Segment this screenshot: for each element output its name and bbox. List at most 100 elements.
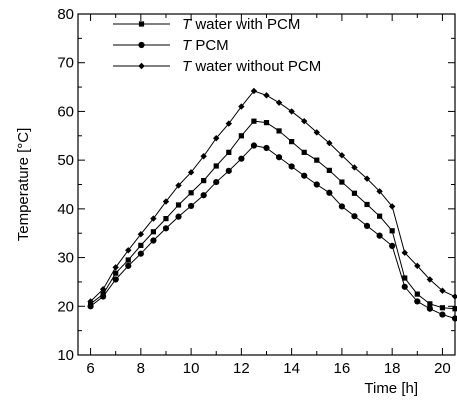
series-0 [87, 118, 457, 312]
data-point [162, 198, 170, 205]
data-point [313, 129, 320, 136]
data-point [414, 262, 421, 270]
x-tick-label: 8 [137, 360, 145, 377]
y-tick-label: 10 [57, 347, 74, 364]
data-point [87, 303, 94, 310]
data-point [401, 283, 408, 290]
data-point [339, 179, 345, 185]
series-line [90, 90, 456, 302]
data-point [188, 190, 194, 196]
data-point [377, 213, 383, 219]
data-point [99, 286, 107, 293]
x-tick-label: 6 [86, 360, 94, 377]
y-tick-label: 70 [57, 55, 74, 72]
x-axis-title: Time [h] [364, 380, 418, 397]
data-point [275, 154, 283, 161]
data-point [213, 178, 220, 186]
legend-item-1: T PCM [113, 37, 229, 54]
data-point [402, 275, 408, 281]
data-point [225, 167, 232, 174]
data-point [213, 163, 219, 169]
data-point [275, 99, 283, 106]
data-point [363, 222, 371, 230]
data-point [452, 306, 457, 312]
series-line [90, 120, 456, 310]
data-point [288, 108, 295, 115]
data-point [250, 142, 258, 149]
legend-label-italic: T [182, 16, 193, 33]
legend-label-rest: water with PCM [191, 16, 300, 33]
axes: 6 8 10 12 14 16 18 20 10 20 30 40 50 60 70 80 [57, 6, 456, 377]
data-point [112, 264, 119, 271]
data-point [326, 167, 332, 173]
data-point [263, 144, 270, 152]
data-point [426, 276, 434, 283]
data-point [238, 133, 244, 139]
data-point [213, 135, 220, 142]
series-2 [87, 87, 457, 305]
legend-label-italic: T [182, 58, 193, 75]
data-point [289, 139, 295, 145]
data-point [301, 117, 308, 125]
data-point [426, 305, 433, 312]
y-tick-label: 60 [57, 103, 74, 120]
data-point [250, 87, 258, 95]
y-tick-label: 80 [57, 6, 74, 23]
data-point [188, 202, 195, 210]
legend-label-rest: PCM [191, 37, 229, 54]
data-point [314, 157, 320, 163]
data-point [301, 172, 308, 179]
data-point [427, 301, 433, 307]
legend-label: T water without PCM [182, 58, 321, 75]
data-point [401, 249, 408, 256]
legend-label: T PCM [182, 37, 229, 54]
data-point [313, 181, 320, 188]
data-point [364, 201, 370, 208]
y-tick-label: 20 [57, 298, 74, 315]
data-point [263, 120, 270, 126]
data-point [301, 149, 307, 155]
legend-label: T water with PCM [182, 16, 300, 33]
data-point [288, 163, 295, 170]
data-point [200, 153, 207, 160]
data-point [150, 229, 156, 235]
data-point [388, 203, 396, 210]
x-tick-label: 18 [384, 360, 401, 377]
legend-label-rest: water without PCM [191, 58, 321, 75]
data-point [389, 242, 396, 249]
data-point [163, 216, 169, 222]
data-point [351, 164, 358, 171]
x-tick-label: 12 [233, 360, 250, 377]
x-tick-label: 20 [434, 360, 451, 377]
data-point [175, 202, 182, 208]
data-point [414, 298, 421, 305]
data-point [439, 305, 446, 311]
data-point [200, 192, 207, 199]
y-axis-title: Temperature [°C] [15, 128, 32, 242]
data-point [125, 247, 132, 254]
y-tick-label: 40 [57, 201, 74, 218]
data-point [162, 225, 170, 232]
x-tick-label: 10 [183, 360, 200, 377]
data-point [276, 128, 282, 134]
data-point [238, 155, 245, 162]
legend-marker [138, 21, 145, 27]
legend-item-2: T water without PCM [113, 58, 321, 75]
data-point [201, 178, 207, 184]
data-point [113, 270, 119, 276]
data-point [150, 215, 157, 222]
data-point [351, 190, 358, 196]
data-point [326, 189, 333, 196]
legend-marker [138, 41, 145, 49]
data-point [187, 169, 195, 176]
data-point [226, 149, 232, 155]
data-point [439, 311, 446, 318]
data-point [376, 232, 383, 239]
data-point [150, 237, 157, 244]
legend-label-italic: T [182, 37, 193, 54]
data-point [439, 287, 446, 294]
legend-marker [138, 62, 145, 70]
legend-item-0: T water with PCM [113, 16, 300, 33]
data-point [225, 120, 232, 127]
